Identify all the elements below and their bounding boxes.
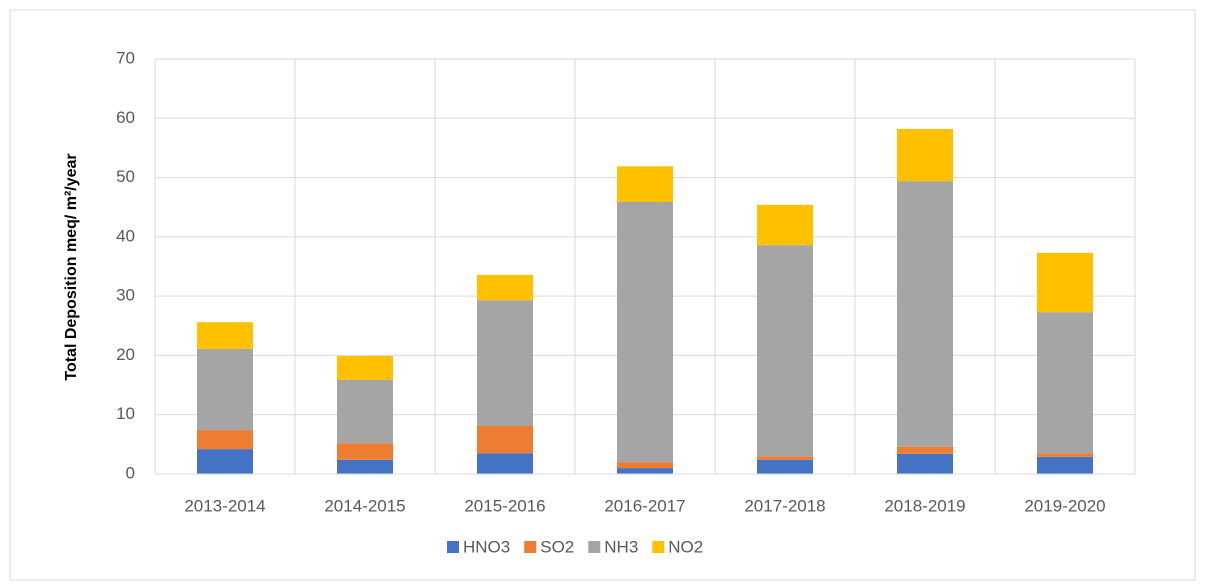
y-tick-label: 10 (116, 404, 135, 423)
legend-label: NO2 (668, 537, 703, 556)
bar-segment (477, 274, 533, 301)
y-tick-label: 0 (126, 463, 135, 482)
chart-frame (9, 9, 1196, 581)
y-tick-label: 60 (116, 108, 135, 127)
bar-segment (757, 459, 813, 474)
legend-swatch (447, 541, 459, 553)
y-axis-label: Total Deposition meq/ m²/year (63, 153, 80, 380)
legend-swatch (524, 541, 537, 553)
bar-segment (197, 348, 253, 431)
bar-segment (337, 379, 393, 444)
legend-swatch (652, 541, 665, 553)
bar-segment (197, 430, 253, 450)
bar-segment (1037, 312, 1093, 454)
bar-segment (1037, 252, 1093, 313)
bar-segment (757, 204, 813, 246)
y-tick-label: 20 (116, 345, 135, 364)
x-tick-label: 2013-2014 (184, 496, 265, 515)
x-tick-label: 2018-2019 (884, 496, 965, 515)
bar-segment (897, 181, 953, 447)
bar-segment (337, 443, 393, 460)
bar-segment (197, 449, 253, 474)
legend-label: HNO3 (463, 537, 510, 556)
bar-segment (477, 300, 533, 426)
legend-label: SO2 (540, 537, 574, 556)
bar-segment (337, 459, 393, 474)
bar-segment (1037, 453, 1093, 457)
legend-label: NH3 (604, 537, 638, 556)
x-tick-label: 2016-2017 (604, 496, 685, 515)
y-tick-label: 40 (116, 226, 135, 245)
bar-segment (477, 425, 533, 454)
bar-segment (617, 166, 673, 202)
x-tick-label: 2019-2020 (1024, 496, 1105, 515)
x-tick-label: 2014-2015 (324, 496, 405, 515)
bar-segment (617, 201, 673, 463)
bar-segment (757, 456, 813, 460)
y-tick-label: 70 (116, 48, 135, 67)
bar-segment (197, 322, 253, 349)
x-tick-label: 2015-2016 (464, 496, 545, 515)
x-tick-label: 2017-2018 (744, 496, 825, 515)
y-tick-label: 50 (116, 167, 135, 186)
bar-segment (897, 128, 953, 182)
bar-segment (337, 356, 393, 380)
bar-segment (1037, 456, 1093, 474)
bar-segment (897, 446, 953, 454)
bar-segment (757, 245, 813, 457)
bar-segment (897, 453, 953, 474)
bar-segment (477, 453, 533, 474)
bar-segment (617, 462, 673, 469)
legend-swatch (588, 541, 601, 553)
bar-segment (617, 468, 673, 474)
y-tick-label: 30 (116, 286, 135, 305)
